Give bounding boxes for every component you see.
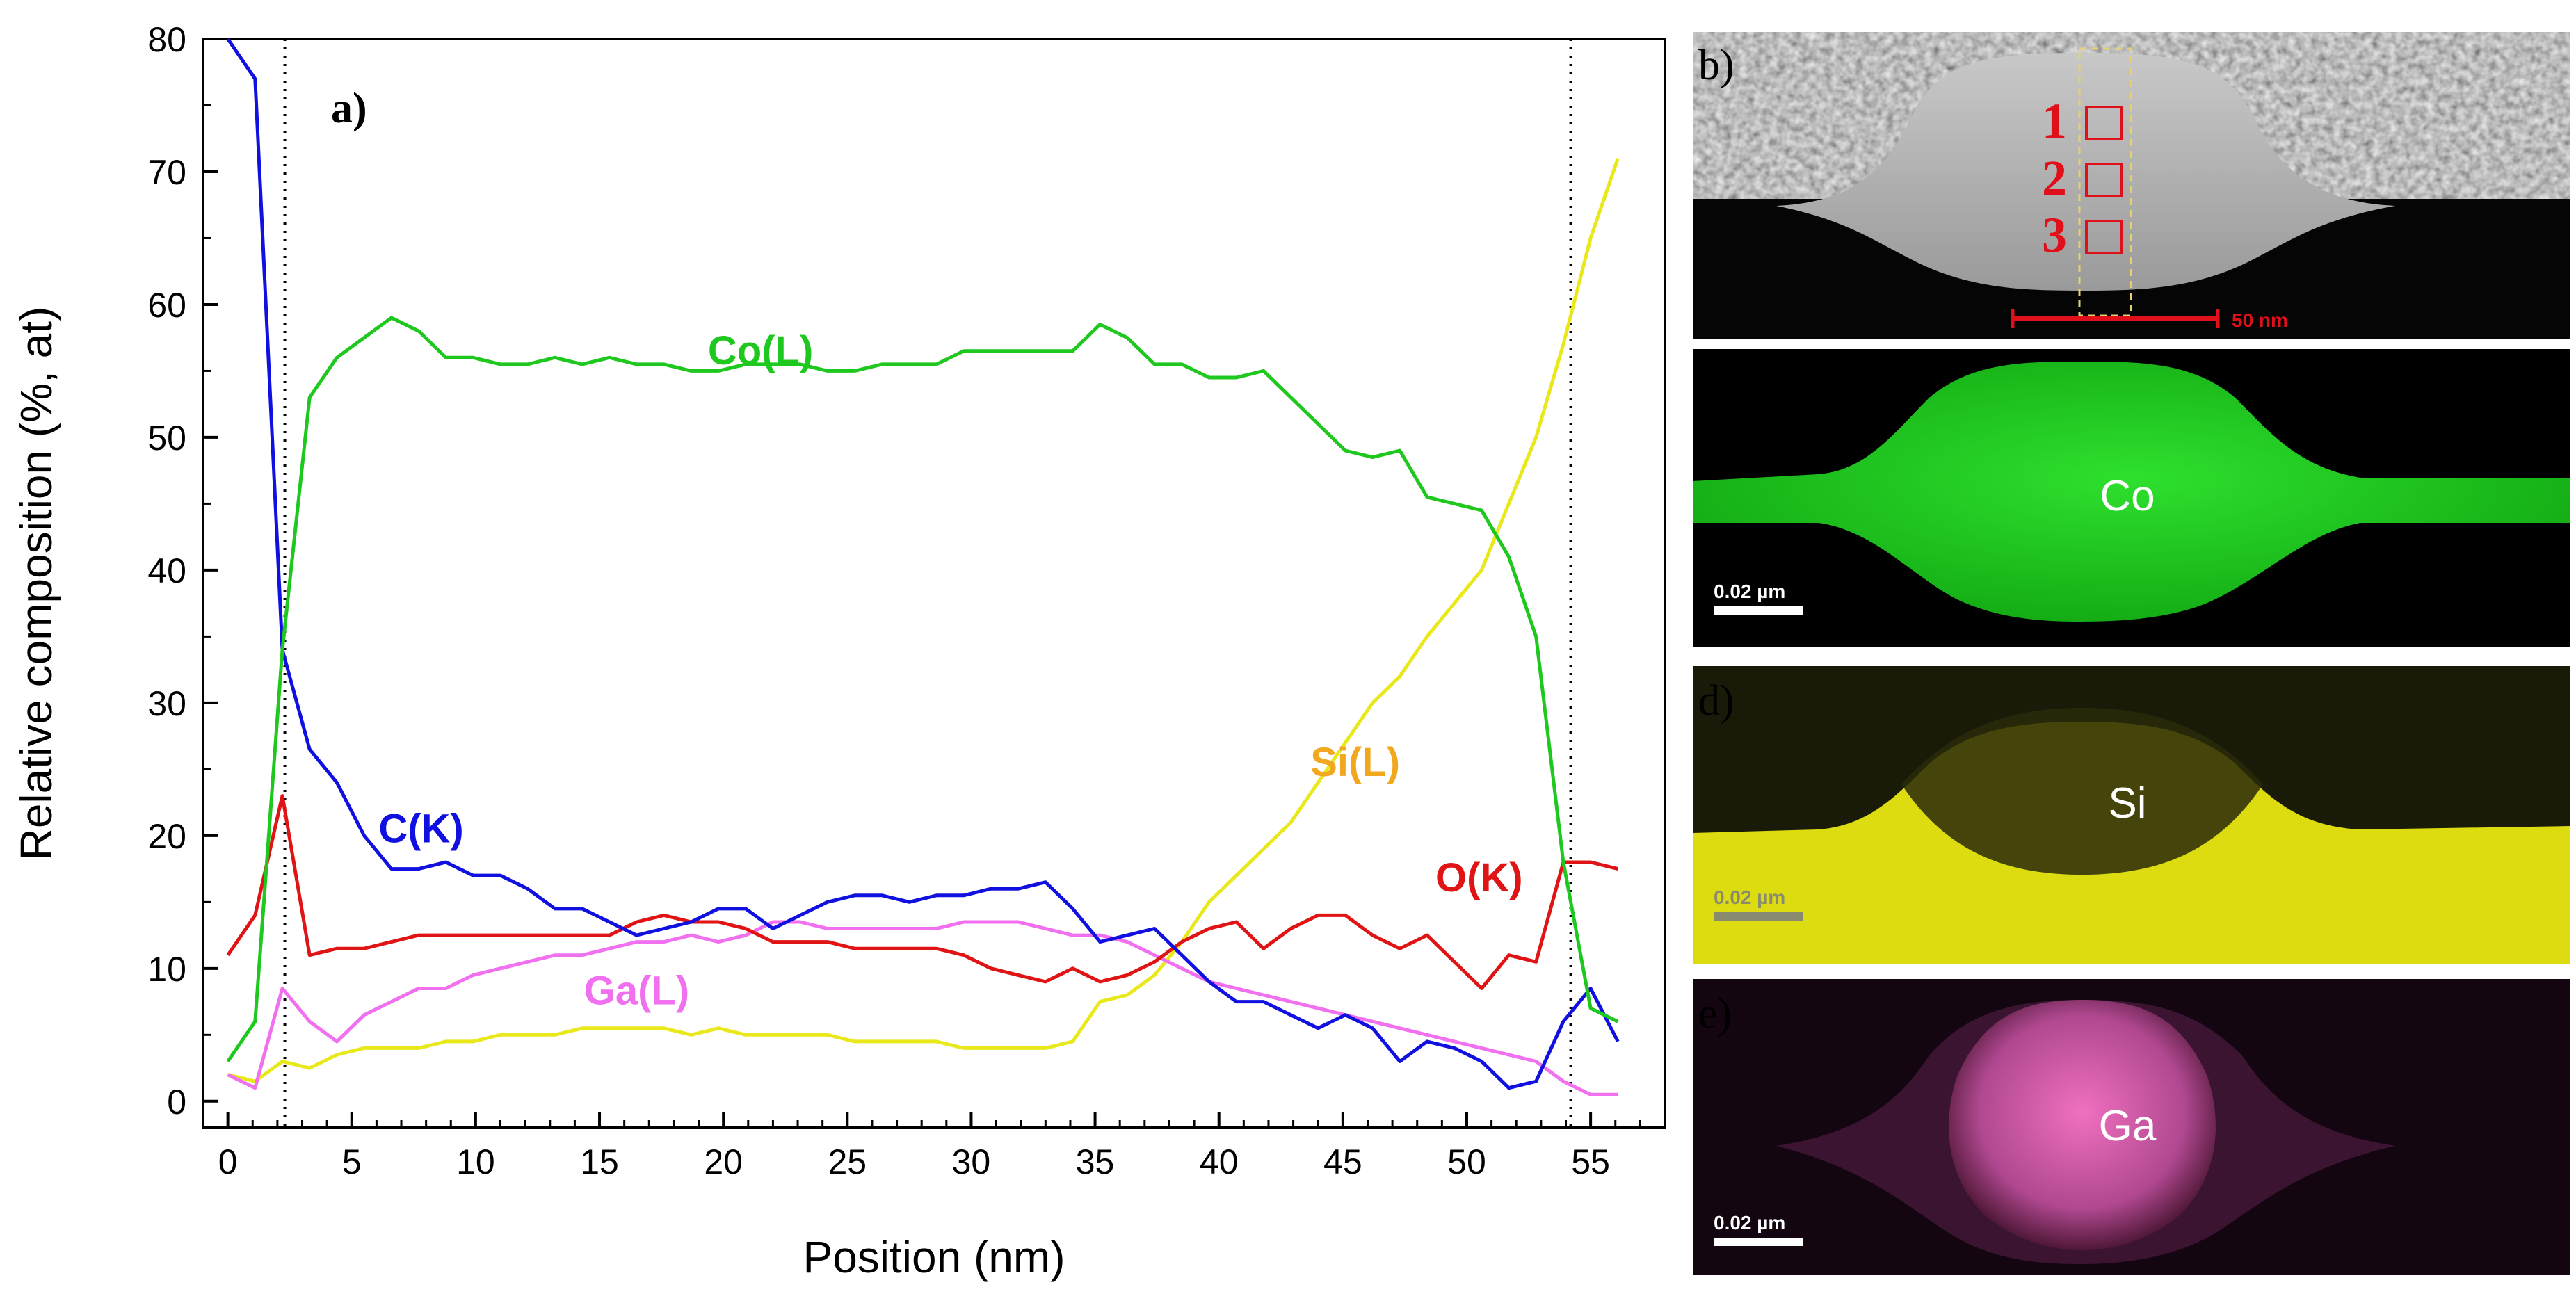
y-tick-label-10: 10 — [147, 950, 186, 989]
series-line-ok — [226, 794, 1618, 990]
panel-label-d: d) — [1698, 677, 1734, 725]
scale-bar-c — [1714, 606, 1803, 615]
panel-c-co-map: Co 0.02 µm c) — [1693, 349, 2570, 647]
panel-label-a: a) — [331, 85, 367, 132]
roi-label-3: 3 — [2042, 207, 2067, 263]
element-label-co: Co — [2100, 472, 2155, 520]
panel-label-c: c) — [1698, 357, 1732, 405]
x-tick-label-35: 35 — [1076, 1142, 1115, 1181]
panel-d-si-map: Si 0.02 µm d) — [1693, 666, 2570, 964]
x-axis-label: Position (nm) — [803, 1232, 1065, 1282]
y-tick-label-20: 20 — [147, 817, 186, 856]
panel-label-b: b) — [1698, 42, 1734, 89]
series-label-ok: O(K) — [1435, 855, 1523, 900]
y-tick-label-40: 40 — [147, 551, 186, 590]
ga-signal-region — [1949, 1000, 2216, 1250]
panel-label-e: e) — [1698, 990, 1732, 1037]
x-tick-label-20: 20 — [704, 1142, 743, 1181]
y-tick-label-70: 70 — [147, 153, 186, 192]
scale-label-e: 0.02 µm — [1714, 1212, 1785, 1233]
scale-label-b: 50 nm — [2232, 309, 2288, 331]
si-shadow-region — [1901, 708, 2263, 875]
x-tick-label-40: 40 — [1200, 1142, 1239, 1181]
co-signal-region — [1693, 362, 2570, 622]
y-tick-label-60: 60 — [147, 286, 186, 325]
series-line-col — [226, 316, 1619, 1062]
x-tick-label-0: 0 — [218, 1142, 238, 1181]
y-axis-label: Relative composition (%, at) — [11, 307, 61, 861]
series-line-sil — [227, 158, 1620, 1083]
scale-bar-d — [1714, 912, 1803, 921]
scale-bar-e — [1714, 1238, 1803, 1246]
series-line-ck — [226, 38, 1620, 1090]
x-tick-label-50: 50 — [1447, 1142, 1486, 1181]
series-label-ck: C(K) — [378, 806, 463, 851]
y-tick-label-0: 0 — [167, 1083, 186, 1122]
x-tick-label-15: 15 — [580, 1142, 619, 1181]
x-tick-label-45: 45 — [1323, 1142, 1362, 1181]
x-tick-label-10: 10 — [456, 1142, 495, 1181]
element-label-si: Si — [2108, 779, 2146, 827]
series-label-gal: Ga(L) — [584, 968, 689, 1013]
roi-box-2 — [2085, 163, 2123, 197]
x-tick-label-5: 5 — [342, 1142, 362, 1181]
series-label-sil: Si(L) — [1310, 740, 1400, 785]
roi-label-2: 2 — [2042, 150, 2067, 206]
panel-b-tem-image: 1 2 3 50 nm b) — [1693, 32, 2570, 339]
series-label-col: Co(L) — [708, 328, 813, 373]
element-label-ga: Ga — [2099, 1102, 2157, 1150]
roi-box-3 — [2085, 220, 2123, 254]
x-tick-label-25: 25 — [828, 1142, 867, 1181]
y-tick-label-30: 30 — [147, 684, 186, 723]
y-tick-label-80: 80 — [147, 20, 186, 59]
plot-frame — [202, 38, 1666, 1129]
y-tick-label-50: 50 — [147, 419, 186, 458]
roi-box-1 — [2085, 106, 2123, 140]
panel-e-ga-map: Ga 0.02 µm e) — [1693, 979, 2570, 1275]
scale-label-c: 0.02 µm — [1714, 581, 1785, 602]
x-tick-label-30: 30 — [952, 1142, 991, 1181]
roi-label-1: 1 — [2042, 93, 2067, 149]
series-line-gal — [227, 920, 1618, 1096]
composition-line-chart: 0 5 10 15 20 25 30 35 40 45 50 55 0 10 20 30 40 50 60 70 80 P… — [11, 20, 1666, 1282]
scale-label-d: 0.02 µm — [1714, 887, 1785, 908]
line-profile-region — [2078, 47, 2132, 317]
x-tick-label-55: 55 — [1571, 1142, 1610, 1181]
